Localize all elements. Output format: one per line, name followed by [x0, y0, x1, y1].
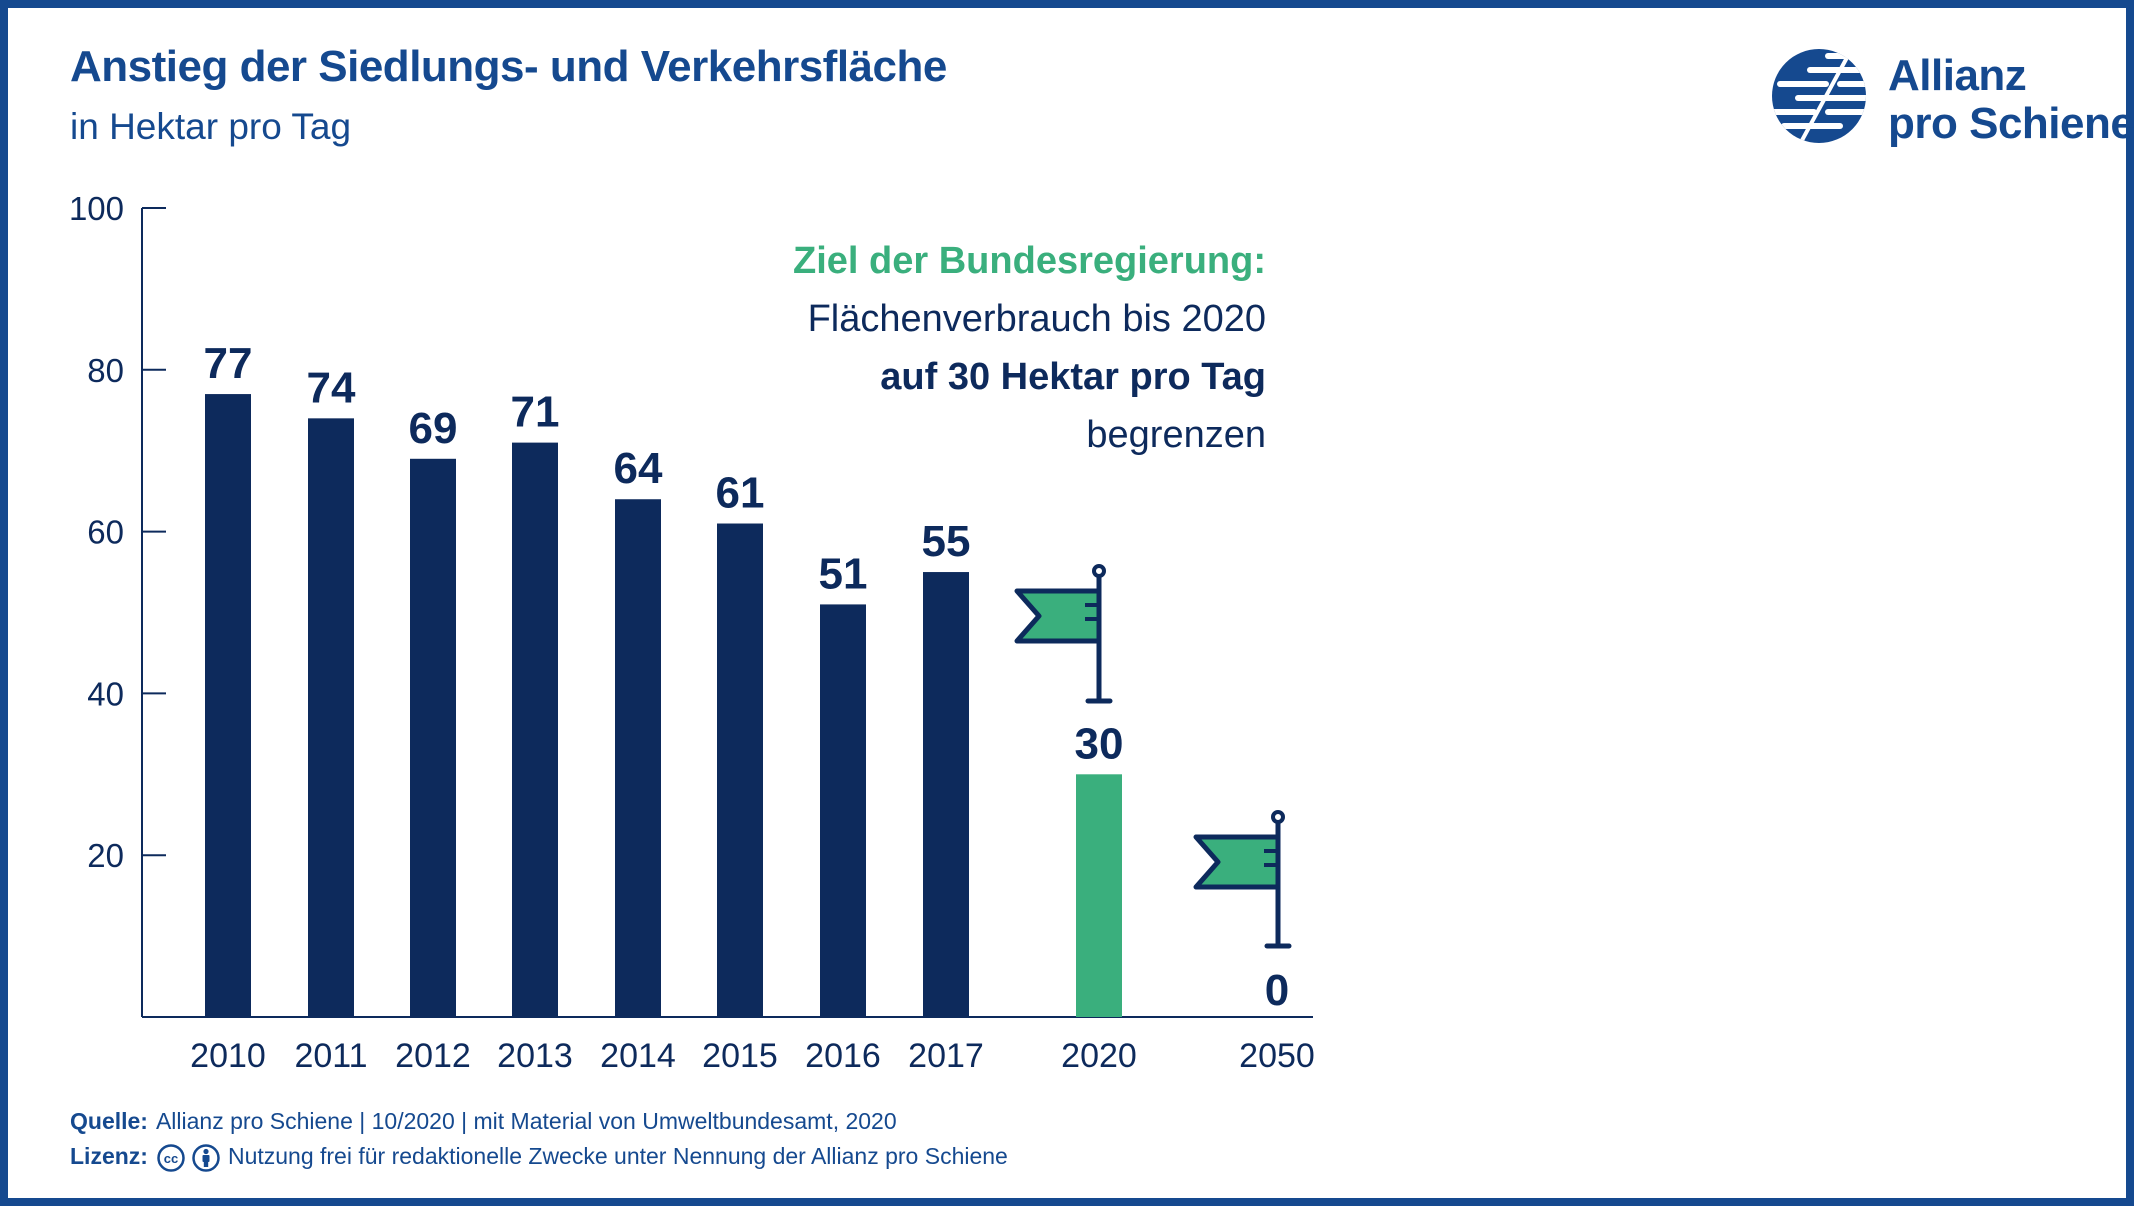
category-label-2011: 2011 [294, 1037, 367, 1075]
y-tick-label: 80 [87, 352, 124, 389]
cc-by-icons: cc [157, 1144, 220, 1172]
bar-2014 [615, 499, 661, 1017]
target-flag-2020-icon [1014, 564, 1113, 704]
value-label-2010: 77 [204, 339, 253, 388]
target-flag-2050-icon [1193, 810, 1292, 949]
category-label-2013: 2013 [497, 1037, 573, 1075]
logo-line-1: Allianz [1888, 51, 2027, 100]
source-note: Quelle: Allianz pro Schiene | 10/2020 | m… [70, 1108, 897, 1135]
annotation-line-3: auf 30 Hektar pro Tag [880, 356, 1266, 398]
by-person-icon [192, 1144, 220, 1172]
category-label-2016: 2016 [805, 1037, 881, 1075]
category-label-2010: 2010 [190, 1037, 266, 1075]
value-label-2011: 74 [307, 363, 356, 412]
bar-2015 [717, 523, 763, 1017]
value-label-2016: 51 [819, 549, 868, 598]
value-label-2050: 0 [1265, 966, 1289, 1015]
value-label-2015: 61 [716, 469, 765, 518]
license-label: Lizenz: [70, 1143, 148, 1170]
bar-2010 [205, 394, 251, 1017]
source-text: Allianz pro Schiene | 10/2020 | mit Mate… [155, 1108, 897, 1134]
logo-line-2: pro Schiene [1888, 99, 2134, 148]
bar-2011 [308, 418, 354, 1018]
value-label-2013: 71 [511, 388, 560, 437]
bar-2012 [410, 458, 456, 1017]
logo-wordmark: Allianz pro Schiene [1888, 52, 2134, 148]
value-label-2017: 55 [922, 517, 971, 566]
bar-2017 [923, 572, 969, 1017]
value-label-2012: 69 [409, 404, 458, 453]
value-label-2014: 64 [614, 444, 663, 493]
chart-subtitle: in Hektar pro Tag [70, 106, 352, 147]
license-note: Lizenz: cc Nutzung frei für redaktionell… [70, 1143, 1008, 1173]
source-label: Quelle: [70, 1108, 148, 1134]
category-label-2017: 2017 [908, 1037, 984, 1075]
value-label-2020: 30 [1075, 719, 1124, 768]
allianz-pro-schiene-logo-icon [1772, 49, 1866, 143]
license-text: Nutzung frei für redaktionelle Zwecke un… [227, 1143, 1008, 1170]
category-label-2014: 2014 [600, 1037, 676, 1075]
chart-title: Anstieg der Siedlungs- und Verkehrsfläch… [70, 42, 947, 91]
category-label-2020: 2020 [1061, 1037, 1137, 1075]
category-label-2012: 2012 [395, 1037, 471, 1075]
bar-chart: 20 40 60 80 100 77 2010 74 2011 69 2012 71 2013 64 201… [69, 190, 1315, 1075]
annotation-heading: Ziel der Bundesregierung: [793, 240, 1266, 282]
cc-icon: cc [157, 1144, 185, 1172]
bar-2020 [1076, 774, 1122, 1017]
y-tick-label: 20 [87, 837, 124, 874]
y-tick-label: 60 [87, 514, 124, 551]
bar-2016 [820, 604, 866, 1017]
category-label-2015: 2015 [702, 1037, 778, 1075]
bar-2013 [512, 442, 558, 1017]
category-label-2050: 2050 [1239, 1037, 1315, 1075]
annotation-line-4: begrenzen [1086, 414, 1266, 456]
annotation-line-2: Flächenverbrauch bis 2020 [807, 298, 1266, 340]
y-tick-label: 40 [87, 675, 124, 712]
y-tick-label: 100 [69, 190, 124, 227]
svg-text:cc: cc [164, 1151, 178, 1166]
